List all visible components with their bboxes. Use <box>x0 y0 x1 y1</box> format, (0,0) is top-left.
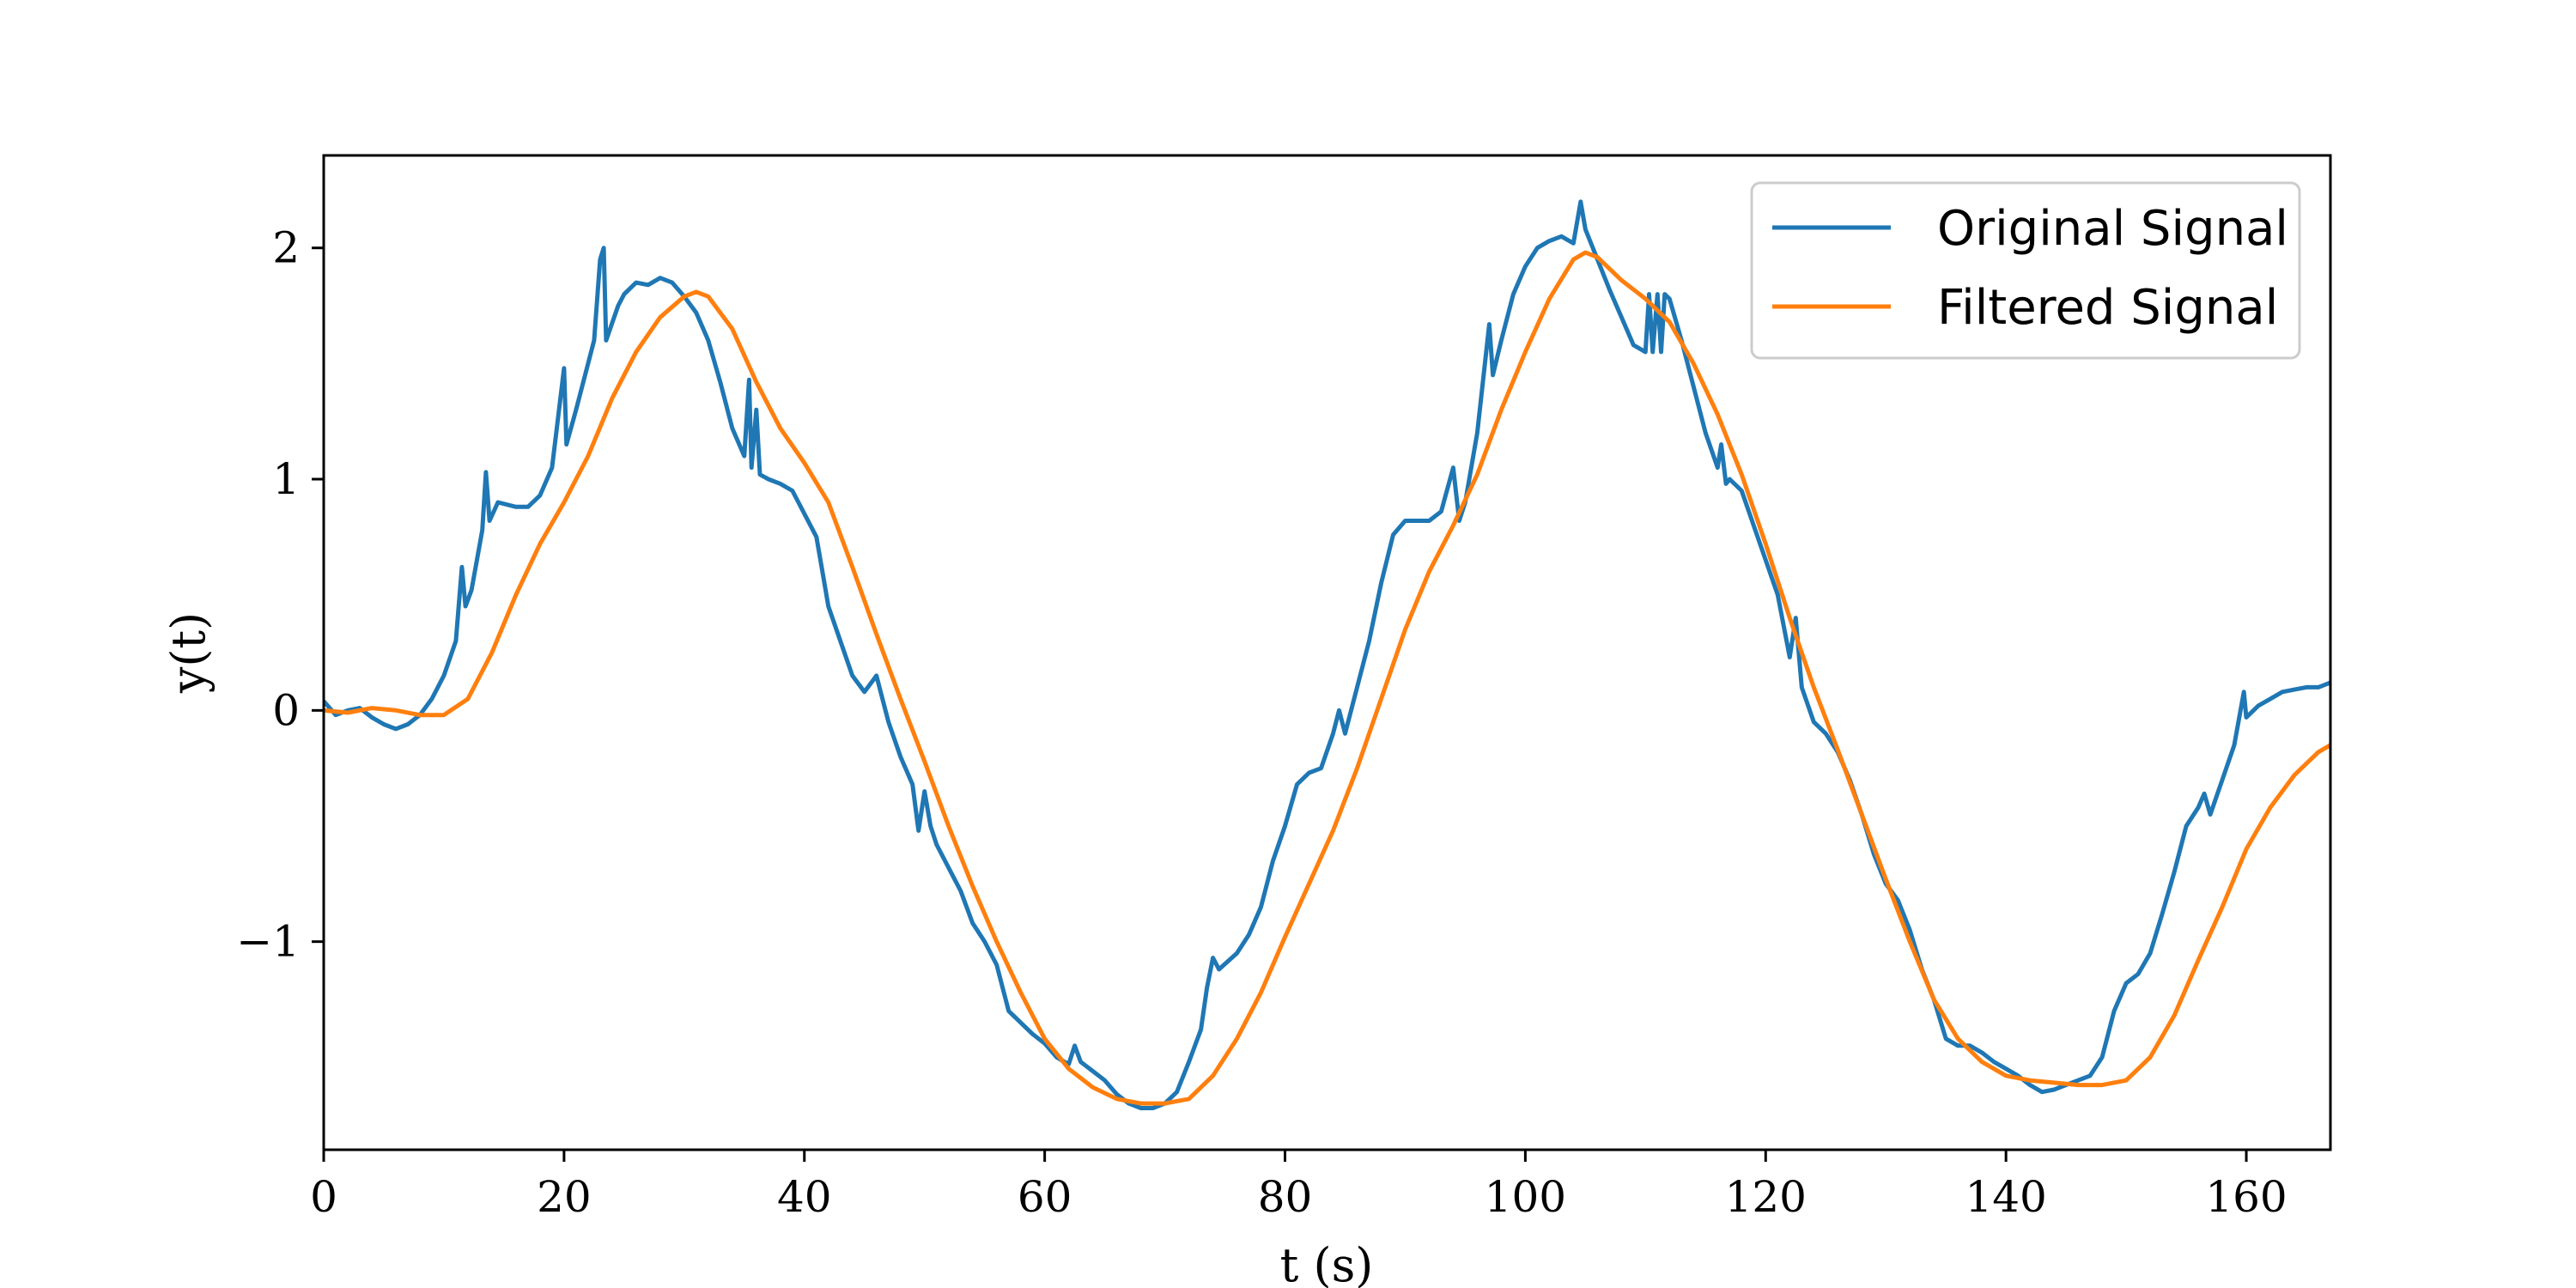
x-tick-label: 120 <box>1725 1172 1807 1222</box>
series-line-original-signal <box>324 199 2330 1110</box>
y-tick-label: −1 <box>236 917 300 967</box>
x-tick-label: 40 <box>777 1172 832 1222</box>
y-axis-label: y(t) <box>161 612 216 694</box>
x-tick-label: 60 <box>1018 1172 1072 1222</box>
legend-label-original: Original Signal <box>1937 201 2288 257</box>
x-tick-label: 0 <box>310 1172 337 1222</box>
x-axis-label: t (s) <box>1280 1238 1374 1288</box>
y-tick-label: 2 <box>272 223 300 273</box>
y-tick-label: 0 <box>272 685 300 735</box>
x-tick-label: 140 <box>1965 1172 2046 1222</box>
legend-label-filtered: Filtered Signal <box>1937 280 2278 336</box>
legend: Original Signal Filtered Signal <box>1750 181 2301 360</box>
x-tick-label: 160 <box>2205 1172 2287 1222</box>
y-tick-label: 1 <box>272 454 300 504</box>
x-tick-label: 20 <box>537 1172 592 1222</box>
series-line-filtered-signal <box>324 250 2330 1106</box>
x-tick-label: 80 <box>1258 1172 1313 1222</box>
plot-frame <box>322 154 2332 1151</box>
x-tick-label: 100 <box>1485 1172 1566 1222</box>
